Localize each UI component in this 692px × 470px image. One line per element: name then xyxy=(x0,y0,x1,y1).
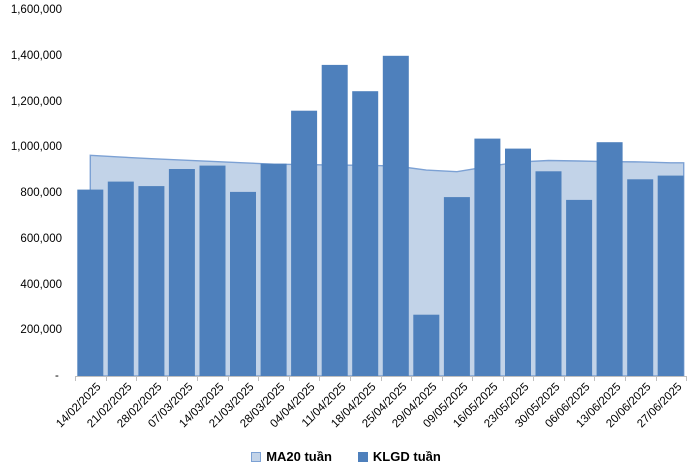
bar xyxy=(168,169,195,376)
y-axis-label: - xyxy=(54,370,62,382)
x-axis-tick xyxy=(533,377,535,381)
legend-item-klgd: KLGD tuần xyxy=(357,449,441,464)
x-axis-tick xyxy=(197,377,199,381)
legend-item-ma20: MA20 tuần xyxy=(251,449,332,464)
bar xyxy=(474,138,501,376)
x-axis-tick xyxy=(227,377,229,381)
y-axis-label: 1,400,000 xyxy=(10,49,62,62)
x-axis-tick xyxy=(594,377,596,381)
bar xyxy=(413,314,440,376)
bar xyxy=(77,189,104,376)
bar xyxy=(596,142,623,376)
y-axis-label: 600,000 xyxy=(20,232,62,245)
x-axis-tick xyxy=(441,377,443,381)
bar xyxy=(382,55,409,377)
y-axis-label: 400,000 xyxy=(20,278,62,291)
x-axis-tick xyxy=(349,377,351,381)
x-axis-tick xyxy=(502,377,504,381)
y-axis-label: 1,600,000 xyxy=(10,4,62,16)
bar xyxy=(199,165,226,376)
bar xyxy=(107,181,134,376)
x-axis-tick xyxy=(411,377,413,381)
bar xyxy=(657,175,684,376)
bar xyxy=(138,186,165,376)
legend-label-ma20: MA20 tuần xyxy=(266,449,332,464)
ma20-swatch-icon xyxy=(251,451,262,462)
x-axis-tick xyxy=(563,377,565,381)
plot-area xyxy=(75,10,686,377)
x-axis-tick xyxy=(319,377,321,381)
bar xyxy=(535,171,562,376)
bar xyxy=(505,148,531,376)
bar xyxy=(443,197,470,376)
x-axis-tick xyxy=(258,377,260,381)
bar xyxy=(352,91,379,376)
x-axis-line xyxy=(75,376,687,377)
bar xyxy=(566,199,593,376)
bar xyxy=(321,64,348,377)
x-axis-tick xyxy=(105,377,107,381)
x-axis-tick xyxy=(380,377,382,381)
bar xyxy=(291,110,318,376)
x-axis-tick xyxy=(136,377,138,381)
bar xyxy=(260,163,287,376)
x-axis-tick xyxy=(472,377,474,381)
y-axis-label: 200,000 xyxy=(20,324,62,337)
klgd-swatch-icon xyxy=(357,451,368,462)
legend-label-klgd: KLGD tuần xyxy=(372,449,441,464)
x-axis-tick xyxy=(624,377,626,381)
y-axis-label: 800,000 xyxy=(20,187,62,199)
x-axis-tick xyxy=(655,377,657,381)
bar xyxy=(627,179,654,376)
x-axis-tick xyxy=(288,377,290,381)
legend: MA20 tuần KLGD tuần xyxy=(0,449,692,464)
bar xyxy=(230,191,256,376)
y-axis-label: 1,000,000 xyxy=(10,141,62,154)
x-axis-tick xyxy=(75,377,76,381)
x-axis-tick xyxy=(686,377,687,381)
x-axis-tick xyxy=(166,377,168,381)
chart-canvas xyxy=(77,55,685,377)
y-axis-label: 1,200,000 xyxy=(10,95,62,108)
